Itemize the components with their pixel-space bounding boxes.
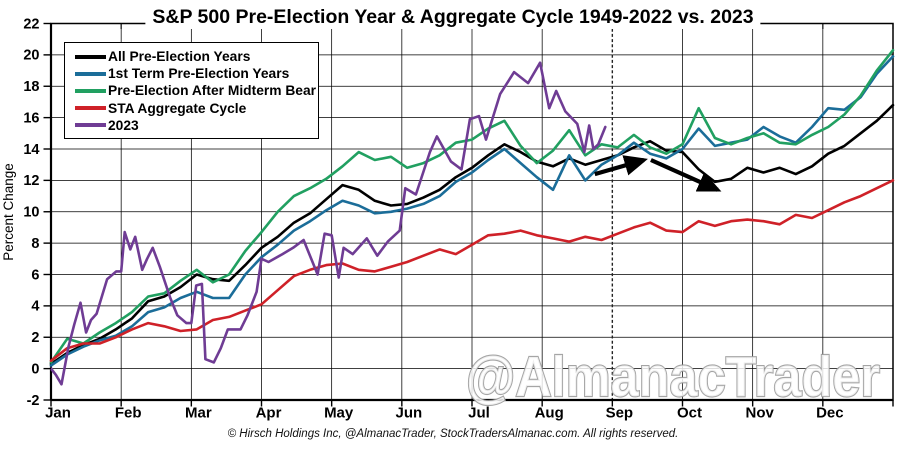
svg-text:Dec: Dec: [816, 405, 844, 422]
svg-text:Jun: Jun: [395, 405, 422, 422]
svg-text:Sep: Sep: [606, 405, 634, 422]
svg-text:2: 2: [31, 330, 39, 346]
svg-text:May: May: [324, 405, 354, 422]
svg-text:8: 8: [31, 236, 39, 252]
svg-text:16: 16: [23, 110, 39, 126]
svg-text:Nov: Nov: [745, 405, 774, 422]
chart-title: S&P 500 Pre-Election Year & Aggregate Cy…: [145, 5, 761, 29]
svg-text:22: 22: [23, 16, 39, 32]
legend-item: STA Aggregate Cycle: [75, 100, 318, 117]
watermark-text: @AlmanacTrader: [466, 345, 880, 409]
legend-box: All Pre-Election Years 1st Term Pre-Elect…: [64, 42, 319, 139]
svg-text:12: 12: [23, 173, 39, 189]
legend-swatch: [75, 54, 106, 59]
svg-text:Jan: Jan: [45, 405, 71, 422]
svg-text:6: 6: [31, 267, 39, 283]
y-axis-title: Percent Change: [1, 163, 16, 261]
legend-swatch: [75, 106, 106, 111]
legend-label: Pre-Election After Midterm Bear: [108, 83, 317, 99]
legend-label: All Pre-Election Years: [108, 49, 251, 65]
legend-label: 2023: [108, 117, 139, 133]
svg-text:14: 14: [23, 142, 39, 158]
svg-text:Oct: Oct: [677, 405, 702, 422]
svg-text:Jul: Jul: [468, 405, 490, 422]
footer-credit: © Hirsch Holdings Inc, @AlmanacTrader, S…: [227, 428, 679, 440]
series-layer: [49, 48, 895, 386]
legend-label: STA Aggregate Cycle: [108, 100, 247, 116]
svg-text:10: 10: [23, 205, 39, 221]
svg-text:-2: -2: [27, 393, 40, 409]
legend-swatch: [75, 71, 106, 76]
svg-text:Aug: Aug: [535, 405, 564, 422]
svg-text:Mar: Mar: [185, 405, 212, 422]
legend-item: 1st Term Pre-Election Years: [75, 65, 318, 82]
svg-text:Feb: Feb: [115, 405, 142, 422]
legend-swatch: [75, 123, 106, 128]
svg-text:0: 0: [31, 361, 39, 377]
legend-item: 2023: [75, 117, 318, 134]
svg-text:20: 20: [23, 48, 39, 64]
svg-text:4: 4: [31, 299, 39, 315]
legend-item: Pre-Election After Midterm Bear: [75, 82, 318, 99]
annotation-arrows: [594, 155, 722, 192]
svg-text:18: 18: [23, 79, 39, 95]
legend-swatch: [75, 88, 106, 94]
svg-text:Apr: Apr: [256, 405, 282, 422]
axis-layer: -2 0 2 4 6 8 10 12 14 16 18 20 22 Jan Feb Mar Apr May Jun J…: [23, 16, 894, 422]
legend-label: 1st Term Pre-Election Years: [108, 66, 290, 82]
legend-item: All Pre-Election Years: [75, 48, 318, 65]
